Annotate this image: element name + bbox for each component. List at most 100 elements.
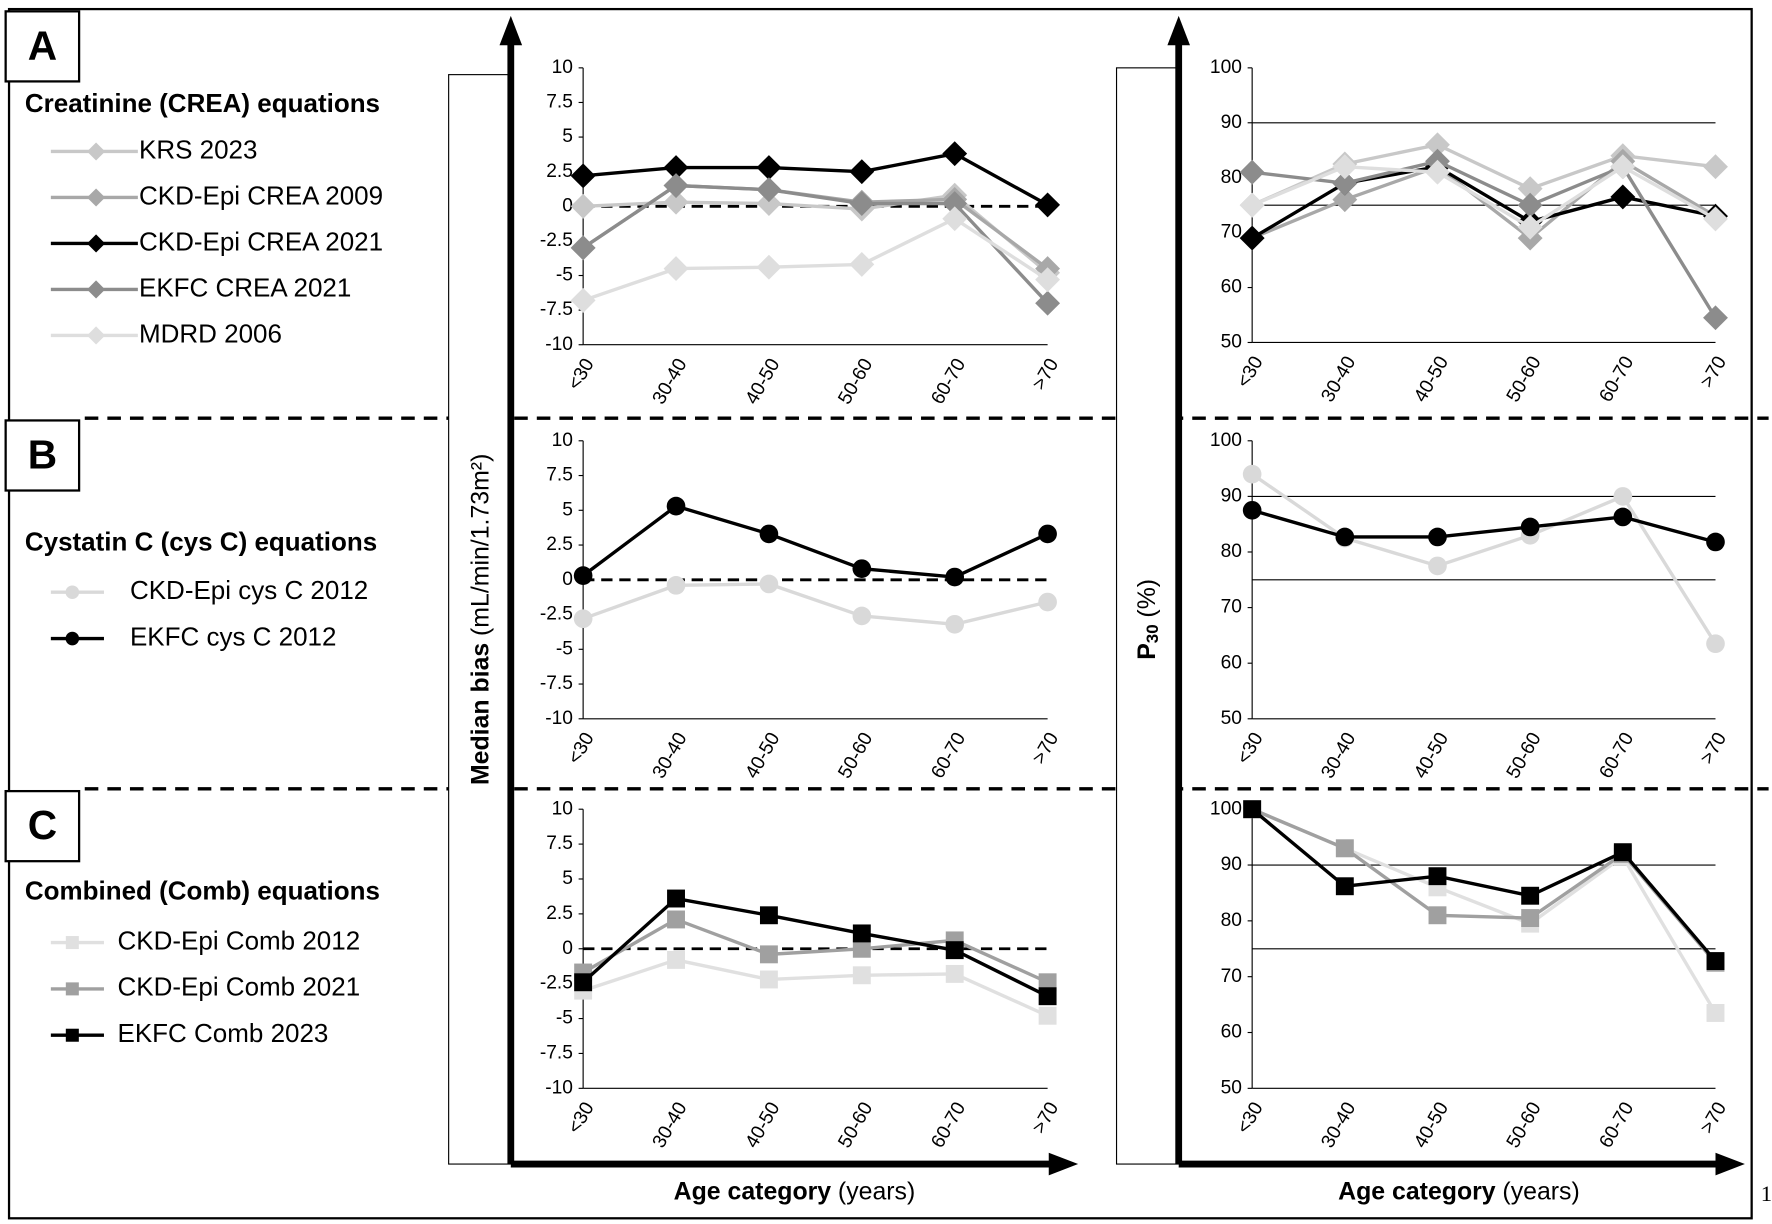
y-tick-label: -2.5 xyxy=(540,230,573,251)
marker xyxy=(1335,527,1355,547)
series-line xyxy=(1251,472,1717,645)
series-line xyxy=(582,504,1049,579)
y-tick-label: 80 xyxy=(1221,167,1242,188)
x-tick-label: 40-50 xyxy=(742,729,785,782)
y-tick-label: 0 xyxy=(562,195,573,216)
y-axis-label-subscript: 30 xyxy=(1143,624,1162,643)
marker xyxy=(1035,192,1061,218)
marker xyxy=(1517,192,1543,218)
legend-marker xyxy=(87,326,106,345)
page-number: 1 xyxy=(1761,1181,1772,1206)
marker xyxy=(759,970,778,989)
marker xyxy=(852,606,872,626)
y-tick-label: 2.5 xyxy=(546,903,573,924)
y-tick-label: 2.5 xyxy=(546,534,573,555)
x-tick-label: 30-40 xyxy=(649,1099,692,1152)
y-tick-label: 50 xyxy=(1221,1077,1242,1098)
x-tick-label: 30-40 xyxy=(649,729,692,782)
marker xyxy=(1706,952,1725,971)
legend-marker xyxy=(65,631,80,646)
panel-title: Combined (Comb) equations xyxy=(25,876,380,906)
marker xyxy=(1521,909,1540,928)
marker xyxy=(666,496,686,516)
marker xyxy=(570,193,596,219)
x-axis-label-unit: (years) xyxy=(1502,1177,1579,1205)
y-tick-label: 50 xyxy=(1221,708,1242,729)
y-axis-label-main: P xyxy=(1133,643,1161,660)
marker xyxy=(1335,877,1354,896)
marker xyxy=(759,906,778,925)
y-tick-label: 2.5 xyxy=(546,161,573,182)
y-tick-label: -10 xyxy=(545,708,573,729)
x-tick-label: >70 xyxy=(1697,729,1731,768)
legend-label: EKFC cys C 2012 xyxy=(130,621,337,651)
x-tick-label: 50-60 xyxy=(1503,1099,1546,1152)
arrow-head xyxy=(1715,1152,1745,1176)
x-tick-label: >70 xyxy=(1029,729,1063,768)
marker xyxy=(759,574,779,594)
series-line xyxy=(1251,159,1717,241)
x-tick-label: 60-70 xyxy=(1596,729,1639,782)
y-tick-label: -7.5 xyxy=(540,673,573,694)
marker xyxy=(573,609,593,629)
y-tick-label: 10 xyxy=(552,798,573,819)
x-tick-label: 40-50 xyxy=(1410,353,1453,406)
y-tick-label: 60 xyxy=(1221,1022,1242,1043)
x-tick-label: 60-70 xyxy=(927,729,970,782)
y-tick-label: -5 xyxy=(556,1008,573,1029)
marker xyxy=(1425,159,1450,185)
x-tick-label: >70 xyxy=(1697,1099,1731,1138)
marker xyxy=(942,191,968,216)
y-tick-label: 70 xyxy=(1221,222,1242,243)
marker xyxy=(1428,527,1447,547)
marker xyxy=(1239,159,1265,185)
series-line xyxy=(581,896,1049,998)
marker xyxy=(1038,592,1057,612)
marker xyxy=(1613,487,1633,506)
marker xyxy=(1243,800,1262,819)
arrow-head xyxy=(499,15,523,46)
legend-marker xyxy=(65,982,79,996)
y-tick-label: 100 xyxy=(1210,57,1242,78)
panel-label: C xyxy=(28,802,57,848)
y-tick-label: 60 xyxy=(1221,277,1242,298)
y-tick-label: 60 xyxy=(1221,652,1242,673)
marker xyxy=(1335,839,1354,858)
y-tick-label: 100 xyxy=(1210,430,1242,451)
marker xyxy=(942,206,968,232)
legend-label: CKD-Epi CREA 2021 xyxy=(139,226,383,256)
marker xyxy=(1610,184,1636,210)
marker xyxy=(1610,154,1636,180)
marker xyxy=(849,252,875,277)
y-tick-label: 80 xyxy=(1221,541,1242,562)
marker xyxy=(574,973,593,992)
marker xyxy=(1425,132,1450,158)
marker xyxy=(945,941,964,960)
y-tick-label: 70 xyxy=(1221,966,1242,987)
x-tick-label: <30 xyxy=(564,1099,598,1138)
x-tick-label: 60-70 xyxy=(927,1099,970,1152)
series-line xyxy=(582,183,1049,305)
marker xyxy=(852,939,871,958)
marker xyxy=(945,964,964,983)
y-tick-label: 10 xyxy=(552,57,573,78)
marker xyxy=(1703,305,1728,331)
marker xyxy=(1706,1004,1725,1022)
legend-label: MDRD 2006 xyxy=(139,318,282,348)
marker xyxy=(1038,973,1057,992)
y-tick-label: 7.5 xyxy=(546,465,573,486)
y-tick-label: -5 xyxy=(556,265,573,286)
legend-marker xyxy=(65,585,80,600)
y-tick-label: 5 xyxy=(562,499,573,520)
x-axis-label-main: Age category xyxy=(1338,1177,1496,1205)
marker xyxy=(1038,1006,1057,1025)
marker xyxy=(667,910,685,929)
y-tick-label: 90 xyxy=(1221,854,1242,875)
y-tick-label: 0 xyxy=(562,938,573,959)
legend-marker xyxy=(87,142,106,161)
marker xyxy=(666,576,686,595)
x-tick-label: 60-70 xyxy=(1596,353,1639,406)
legend-label: EKFC CREA 2021 xyxy=(139,272,351,302)
marker xyxy=(1428,556,1447,576)
